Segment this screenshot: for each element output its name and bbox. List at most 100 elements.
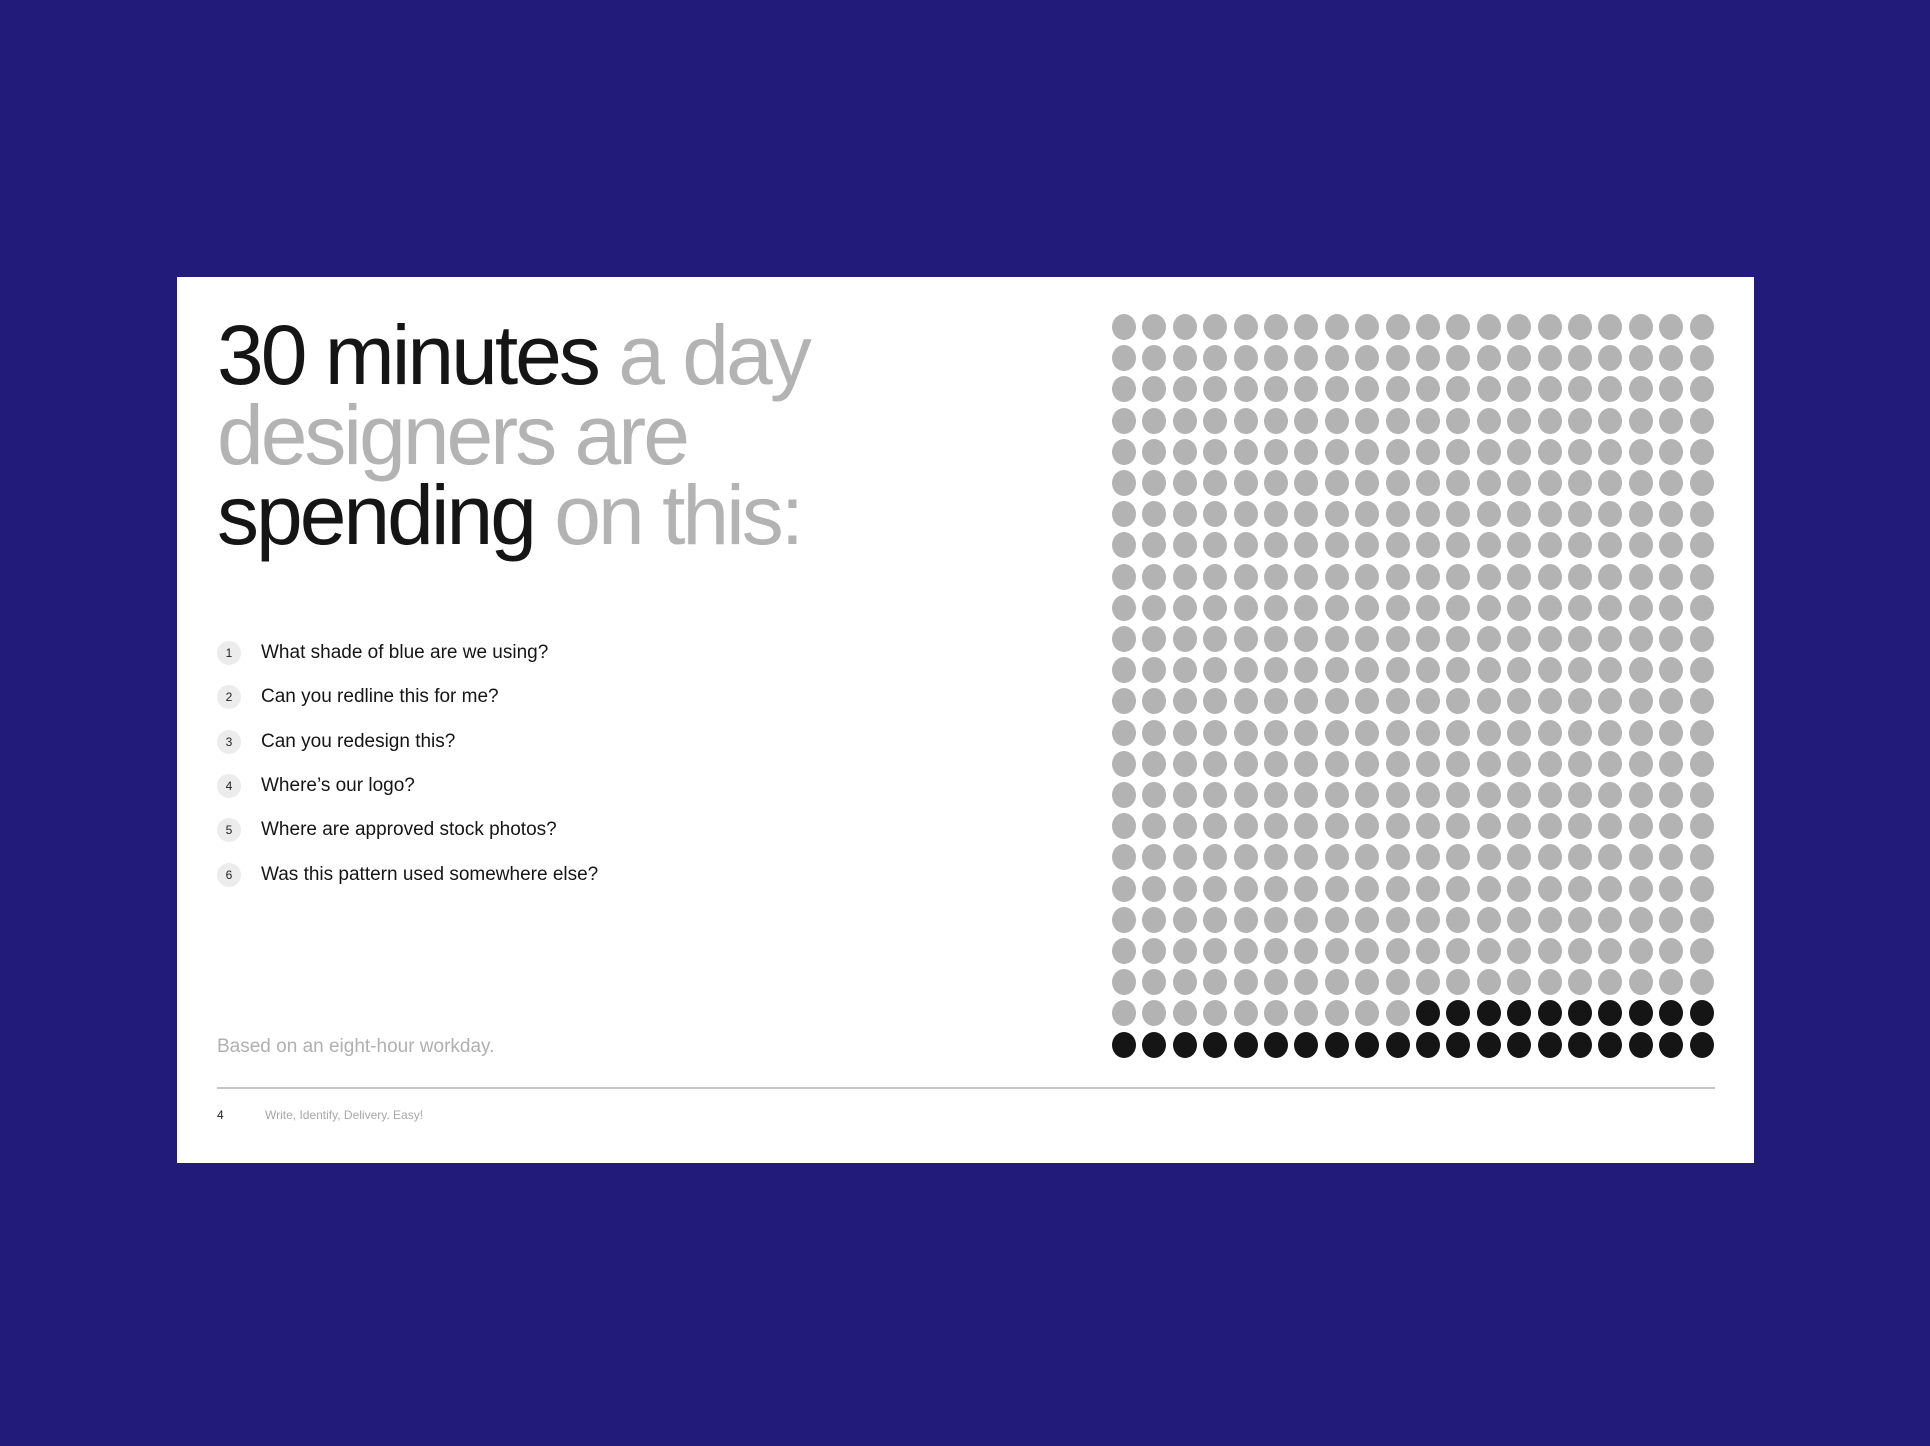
- list-item: 6 Was this pattern used somewhere else?: [217, 852, 598, 896]
- dot-minute: [1537, 813, 1562, 840]
- dot-minute: [1355, 532, 1380, 559]
- dot-minute: [1264, 407, 1288, 434]
- dot-minute: [1203, 688, 1228, 715]
- dot-minute: [1112, 594, 1136, 621]
- dot-minute: [1416, 719, 1440, 746]
- dot-minute: [1568, 376, 1592, 403]
- dot-minute: [1476, 938, 1501, 964]
- dot-minute: [1507, 501, 1532, 528]
- dot-minute: [1659, 657, 1684, 684]
- dot-minute: [1507, 657, 1532, 684]
- dot-minute: [1446, 345, 1471, 372]
- dot-spent-minute: [1659, 1000, 1684, 1027]
- dot-minute: [1233, 314, 1258, 340]
- minutes-dot-grid: [1112, 314, 1714, 1058]
- dot-minute: [1172, 594, 1197, 621]
- dot-minute: [1172, 1000, 1197, 1027]
- dot-minute: [1446, 438, 1471, 465]
- dot-minute: [1294, 906, 1319, 933]
- dot-minute: [1537, 501, 1562, 528]
- dot-minute: [1507, 438, 1532, 465]
- dot-minute: [1537, 875, 1562, 902]
- dot-minute: [1112, 782, 1136, 808]
- dot-minute: [1537, 750, 1562, 777]
- dot-minute: [1324, 688, 1349, 715]
- dot-minute: [1233, 594, 1258, 621]
- dot-spent-minute: [1172, 1031, 1197, 1058]
- dot-minute: [1233, 626, 1258, 652]
- dot-minute: [1628, 626, 1653, 652]
- dot-minute: [1507, 688, 1532, 715]
- dot-minute: [1172, 345, 1197, 372]
- dot-minute: [1142, 1000, 1167, 1027]
- dot-minute: [1324, 719, 1349, 746]
- dot-minute: [1507, 594, 1532, 621]
- dot-minute: [1172, 969, 1197, 996]
- dot-minute: [1568, 938, 1592, 964]
- dot-minute: [1264, 345, 1288, 372]
- dot-minute: [1233, 688, 1258, 715]
- dot-minute: [1446, 376, 1471, 403]
- dot-minute: [1294, 376, 1319, 403]
- dot-minute: [1659, 813, 1684, 840]
- dot-minute: [1628, 345, 1653, 372]
- dot-minute: [1264, 376, 1288, 403]
- dot-minute: [1689, 719, 1714, 746]
- dot-minute: [1568, 314, 1592, 340]
- dot-minute: [1355, 438, 1380, 465]
- dot-minute: [1112, 844, 1136, 871]
- dot-minute: [1355, 813, 1380, 840]
- dot-minute: [1507, 626, 1532, 652]
- dot-minute: [1324, 345, 1349, 372]
- dot-minute: [1689, 501, 1714, 528]
- dot-minute: [1385, 719, 1410, 746]
- dot-minute: [1264, 501, 1288, 528]
- dot-minute: [1598, 813, 1623, 840]
- dot-minute: [1416, 844, 1440, 871]
- dot-minute: [1598, 501, 1623, 528]
- dot-minute: [1446, 626, 1471, 652]
- dot-minute: [1446, 938, 1471, 964]
- dot-minute: [1112, 626, 1136, 652]
- dot-minute: [1385, 813, 1410, 840]
- headline-emphasis: spending: [217, 468, 537, 562]
- dot-minute: [1203, 875, 1228, 902]
- question-text: Where’s our logo?: [261, 775, 415, 797]
- dot-minute: [1324, 938, 1349, 964]
- dot-minute: [1689, 563, 1714, 590]
- dot-minute: [1628, 719, 1653, 746]
- dot-spent-minute: [1628, 1031, 1653, 1058]
- dot-minute: [1264, 626, 1288, 652]
- dot-minute: [1142, 345, 1167, 372]
- dot-minute: [1203, 532, 1228, 559]
- dot-minute: [1537, 532, 1562, 559]
- dot-minute: [1112, 719, 1136, 746]
- dot-minute: [1355, 594, 1380, 621]
- dot-minute: [1324, 1000, 1349, 1027]
- dot-minute: [1203, 750, 1228, 777]
- dot-minute: [1689, 407, 1714, 434]
- dot-minute: [1598, 532, 1623, 559]
- dot-minute: [1689, 438, 1714, 465]
- dot-minute: [1659, 875, 1684, 902]
- dot-minute: [1355, 626, 1380, 652]
- dot-minute: [1416, 594, 1440, 621]
- dot-minute: [1476, 563, 1501, 590]
- dot-minute: [1537, 438, 1562, 465]
- dot-minute: [1446, 844, 1471, 871]
- dot-minute: [1294, 563, 1319, 590]
- dot-minute: [1598, 563, 1623, 590]
- dot-minute: [1689, 314, 1714, 340]
- dot-minute: [1689, 969, 1714, 996]
- dot-minute: [1507, 563, 1532, 590]
- dot-minute: [1689, 875, 1714, 902]
- dot-minute: [1112, 906, 1136, 933]
- dot-minute: [1689, 626, 1714, 652]
- dot-minute: [1385, 376, 1410, 403]
- dot-minute: [1476, 376, 1501, 403]
- dot-minute: [1659, 969, 1684, 996]
- dot-minute: [1324, 750, 1349, 777]
- dot-minute: [1476, 782, 1501, 808]
- dot-minute: [1416, 345, 1440, 372]
- dot-minute: [1324, 906, 1349, 933]
